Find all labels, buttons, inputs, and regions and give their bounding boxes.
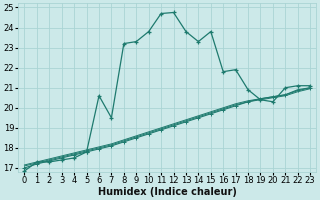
X-axis label: Humidex (Indice chaleur): Humidex (Indice chaleur) — [98, 187, 237, 197]
